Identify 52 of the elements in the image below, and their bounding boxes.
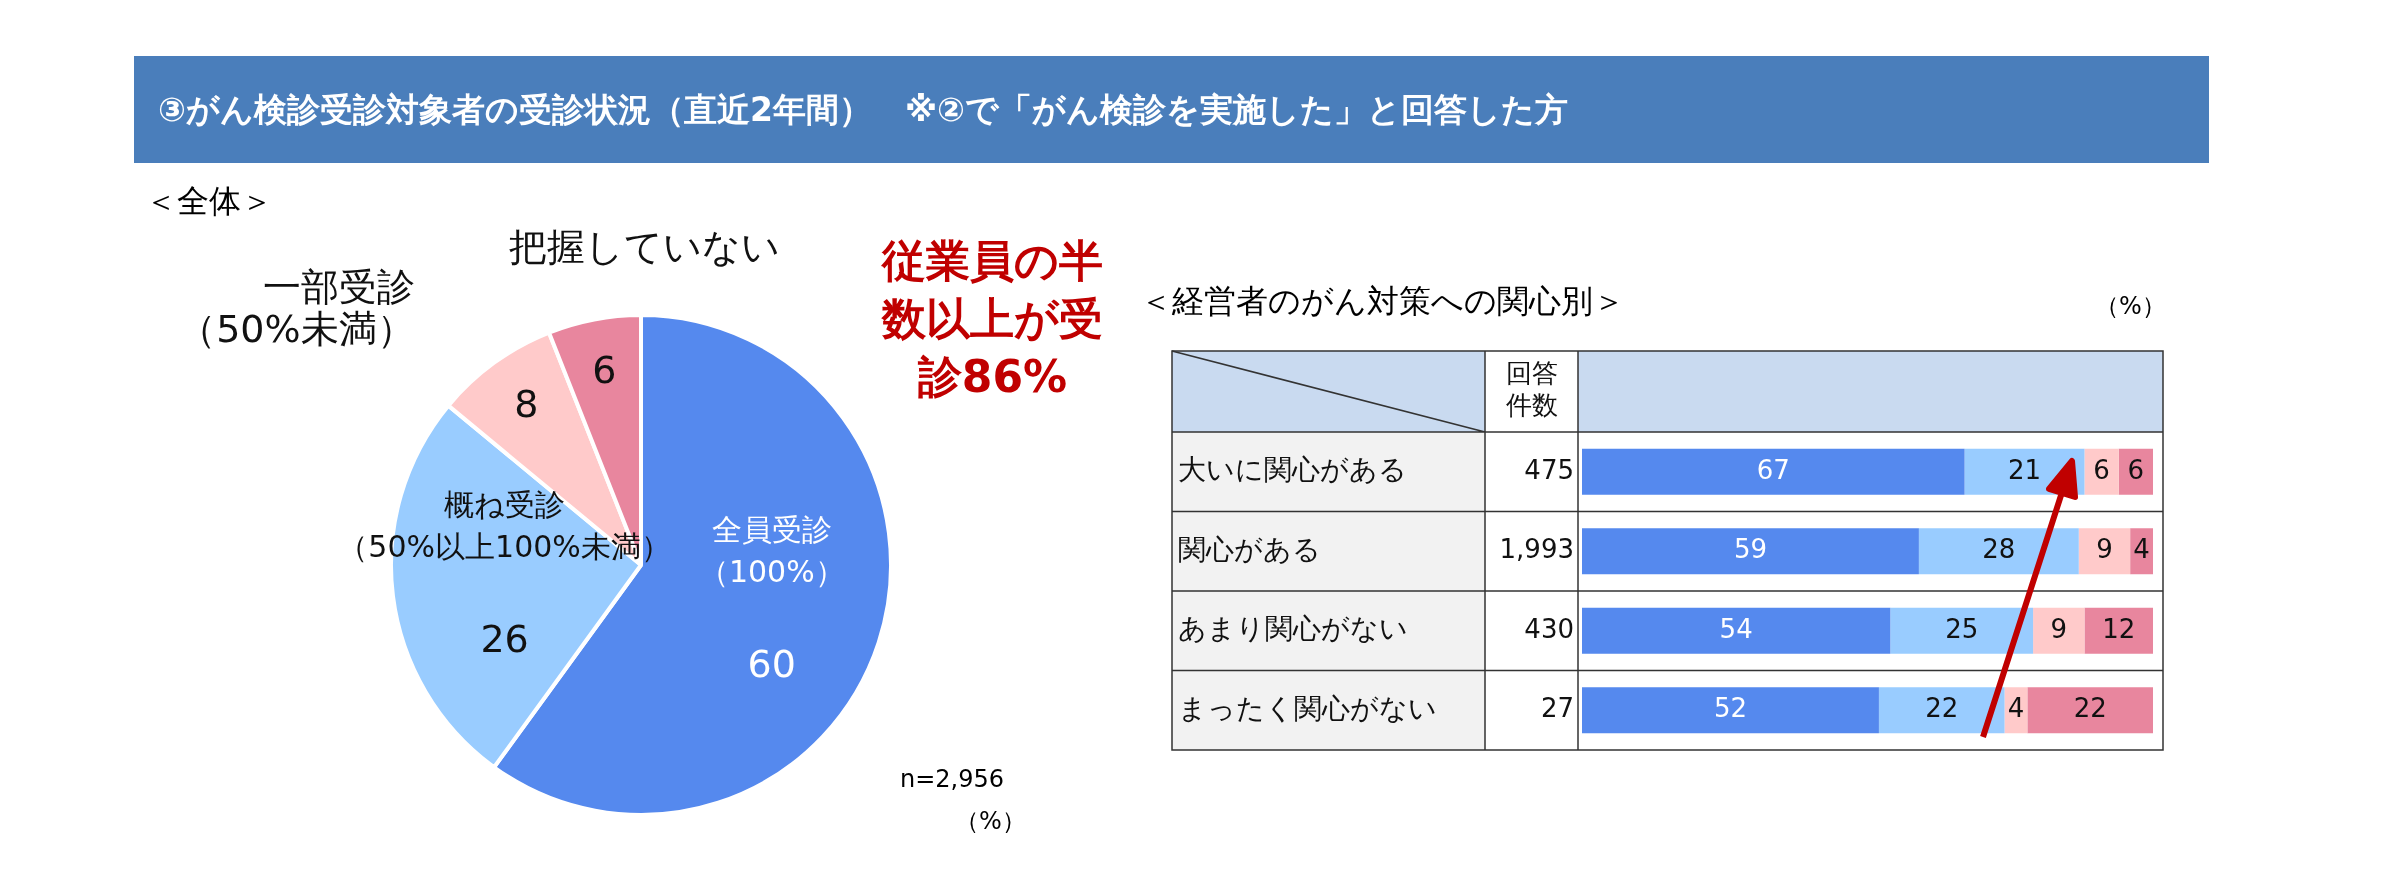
text: n=2,956 xyxy=(900,765,1005,793)
data-label: 52 xyxy=(1713,693,1748,723)
bar xyxy=(1582,687,1879,734)
bar xyxy=(1890,607,2034,654)
text: 27 xyxy=(1540,693,1574,723)
y-tick-label: あまり関心がない xyxy=(1178,612,1408,646)
y-tick-label: 関心がある xyxy=(1178,532,1321,566)
data-label: 67 xyxy=(1756,454,1790,485)
text: 1,993 xyxy=(1499,534,1574,564)
text: 従業員の半数以上が受診86% xyxy=(880,234,1104,404)
chart-title: ＜経営者のがん対策への関心別＞ xyxy=(1140,281,1625,322)
data-label: 9 xyxy=(2096,534,2113,564)
data-label: 6 xyxy=(2093,454,2110,485)
bar xyxy=(2027,687,2153,734)
slice-label: 一部受診（50%未満） xyxy=(178,265,415,352)
text: 回答件数 xyxy=(1505,358,1558,421)
data-label: 6 xyxy=(2127,454,2145,485)
bar xyxy=(2084,448,2119,495)
data-label: 4 xyxy=(2133,534,2150,564)
text: （%） xyxy=(955,806,1026,837)
slice-label: 全員受診（100%） xyxy=(698,512,845,590)
bar xyxy=(1582,448,1965,495)
text: 475 xyxy=(1524,454,1574,485)
bar xyxy=(1918,528,2079,575)
data-label: 21 xyxy=(2007,454,2042,485)
slice-label: 概ね受診（50%以上100%未満） xyxy=(338,487,671,565)
data-label: 28 xyxy=(1982,534,2016,564)
bar xyxy=(2078,528,2131,575)
bar xyxy=(1582,607,1891,654)
bar xyxy=(2033,607,2085,654)
data-label: 26 xyxy=(480,617,529,662)
slice-label: 把握していない xyxy=(509,225,781,270)
text: （%） xyxy=(2095,291,2166,322)
data-label: 54 xyxy=(1719,613,1753,644)
data-label: 59 xyxy=(1733,534,1767,564)
y-tick-label: 大いに関心がある xyxy=(1178,453,1407,487)
data-label: 8 xyxy=(514,382,539,427)
bar xyxy=(2084,607,2153,654)
data-label: 4 xyxy=(2007,693,2025,723)
chart-subtitle: ＜全体＞ xyxy=(145,181,273,222)
bar xyxy=(1582,528,1919,575)
data-label: 22 xyxy=(2073,693,2107,723)
data-label: 9 xyxy=(2050,613,2068,644)
data-label: 12 xyxy=(2102,613,2136,644)
y-tick-label: まったく関心がない xyxy=(1178,691,1437,725)
bar xyxy=(1878,687,2005,734)
data-label: 6 xyxy=(592,348,617,393)
data-label: 25 xyxy=(1945,613,1979,644)
data-label: 60 xyxy=(747,642,796,687)
data-label: 22 xyxy=(1925,693,1959,723)
text: 430 xyxy=(1524,613,1574,644)
chart-title: ③がん検診受診対象者の受診状況（直近2年間） ※②で「がん検診を実施した」と回答した方 xyxy=(134,56,2209,163)
